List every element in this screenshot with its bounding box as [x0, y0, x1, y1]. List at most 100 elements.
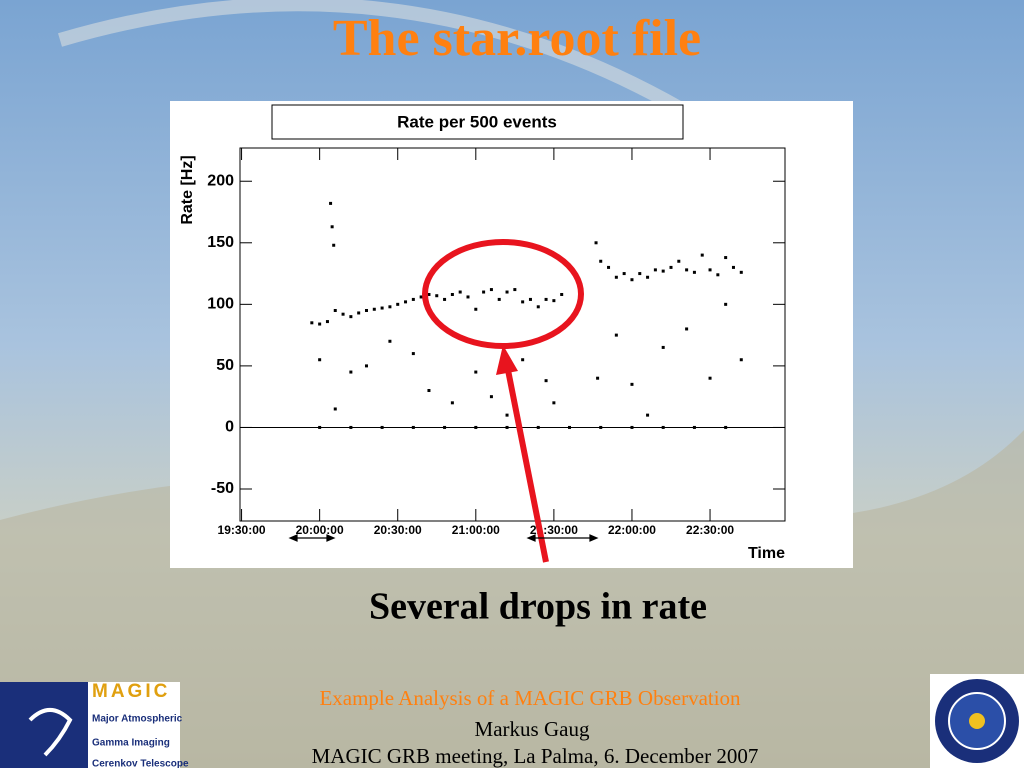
data-point	[552, 401, 556, 405]
data-point	[716, 273, 720, 277]
data-point	[599, 259, 603, 263]
data-point	[567, 425, 571, 429]
data-point	[396, 302, 400, 306]
x-tick-label: 22:30:00	[686, 523, 734, 537]
data-point	[450, 292, 454, 296]
data-point	[614, 333, 618, 337]
data-point	[388, 339, 392, 343]
data-point	[489, 288, 493, 292]
data-point	[661, 269, 665, 273]
data-point	[411, 425, 415, 429]
plot-frame	[239, 147, 786, 522]
data-point	[521, 358, 525, 362]
data-point	[505, 413, 509, 417]
chart-title: Rate per 500 events	[397, 112, 557, 131]
data-point	[692, 270, 696, 274]
y-tick-label: -50	[211, 480, 234, 497]
data-point	[466, 295, 470, 299]
data-point	[450, 401, 454, 405]
data-point	[630, 382, 634, 386]
data-point	[482, 290, 486, 294]
data-point	[349, 370, 353, 374]
data-point	[724, 256, 728, 260]
data-point	[646, 275, 650, 279]
data-point	[622, 272, 626, 276]
data-point	[458, 290, 462, 294]
footer-title: Example Analysis of a MAGIC GRB Observat…	[319, 686, 741, 710]
data-point	[380, 425, 384, 429]
data-point	[372, 307, 376, 311]
data-point	[388, 305, 392, 309]
magic-logo-panel	[88, 682, 180, 768]
data-point	[560, 292, 564, 296]
data-point	[474, 370, 478, 374]
data-point	[364, 364, 368, 368]
data-point	[329, 201, 333, 205]
x-tick-label: 19:30:00	[218, 523, 266, 537]
data-point	[404, 300, 408, 304]
y-tick-label: 150	[207, 234, 234, 251]
y-tick-label: 200	[207, 172, 234, 189]
data-point	[325, 320, 329, 324]
y-tick-label: 100	[207, 296, 234, 313]
magic-logo-name: MAGIC	[92, 681, 170, 702]
data-point	[630, 425, 634, 429]
data-point	[661, 345, 665, 349]
data-point	[536, 305, 540, 309]
data-point	[310, 321, 314, 325]
interval-arrows	[288, 534, 599, 542]
data-point	[596, 376, 600, 380]
data-point	[739, 270, 743, 274]
data-point	[474, 307, 478, 311]
x-axis-label: Time	[748, 545, 785, 562]
data-point	[443, 297, 447, 301]
data-point	[731, 265, 735, 269]
data-point	[505, 425, 509, 429]
x-tick-label: 22:00:00	[608, 523, 656, 537]
data-point	[513, 288, 517, 292]
data-point	[333, 407, 337, 411]
data-point	[349, 425, 353, 429]
x-tick-label: 21:00:00	[452, 523, 500, 537]
data-point	[349, 315, 353, 319]
data-point	[411, 297, 415, 301]
data-point	[544, 297, 548, 301]
data-point	[528, 297, 532, 301]
data-point	[708, 268, 712, 272]
data-point	[330, 225, 334, 229]
data-point	[669, 265, 673, 269]
data-point	[505, 290, 509, 294]
data-point	[411, 352, 415, 356]
chart-title-box	[271, 104, 684, 140]
y-tick-label: 0	[225, 419, 234, 436]
data-point	[685, 268, 689, 272]
data-point	[739, 358, 743, 362]
x-tick-label: 20:30:00	[374, 523, 422, 537]
footer-event: MAGIC GRB meeting, La Palma, 6. December…	[312, 744, 759, 768]
data-point	[427, 292, 431, 296]
arrow-head	[496, 345, 518, 375]
data-point	[521, 300, 525, 304]
data-point	[677, 259, 681, 263]
data-point	[318, 322, 322, 326]
data-point	[724, 425, 728, 429]
data-point	[333, 308, 337, 312]
footer-author: Markus Gaug	[475, 717, 590, 741]
data-point	[614, 275, 618, 279]
data-point	[474, 425, 478, 429]
y-axis-label: Rate [Hz]	[179, 155, 196, 224]
data-point	[419, 295, 423, 299]
data-point	[638, 272, 642, 276]
data-point	[685, 327, 689, 331]
data-point	[380, 306, 384, 310]
data-point	[630, 278, 634, 282]
data-point	[318, 358, 322, 362]
slide-title: The star.root file	[333, 10, 701, 67]
data-point	[544, 379, 548, 383]
data-point	[427, 389, 431, 393]
telescope-arch	[58, 0, 704, 127]
data-point	[724, 302, 728, 306]
magic-logo-line: Major Atmospheric	[92, 714, 183, 725]
